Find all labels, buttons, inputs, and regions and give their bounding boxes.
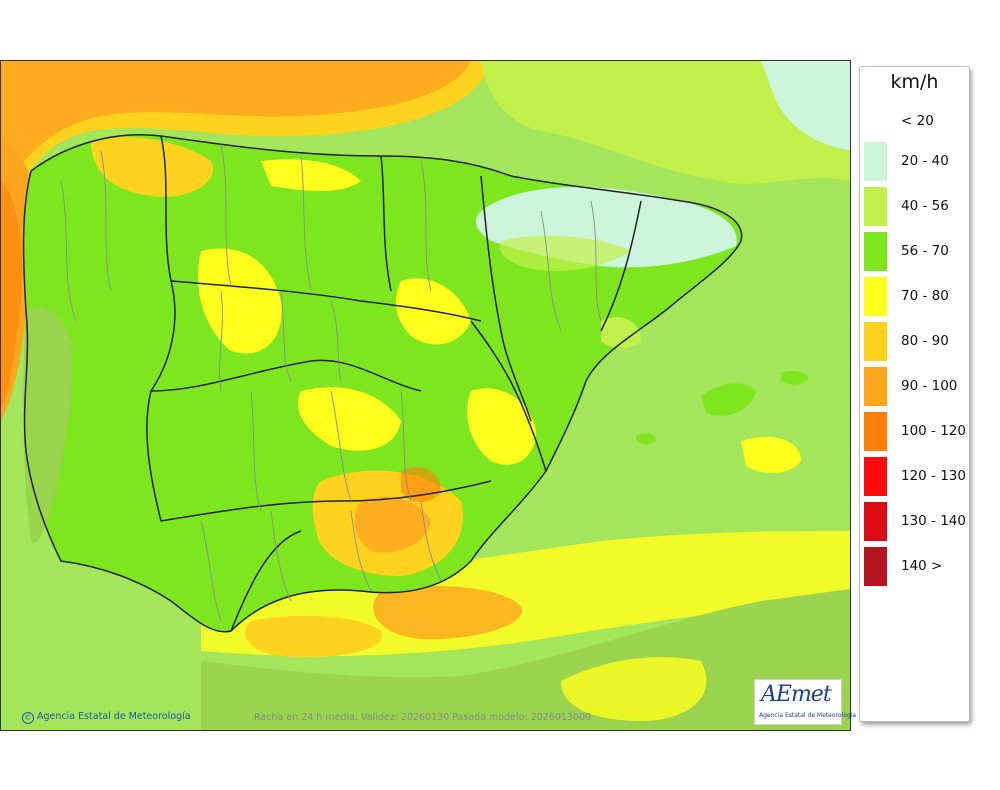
legend-label: 140 > — [901, 558, 943, 574]
legend-swatch — [864, 277, 887, 316]
legend-label: 20 - 40 — [901, 153, 949, 169]
legend-panel: km/h < 20 20 - 40 40 - 56 56 - 70 70 - 8… — [859, 66, 970, 722]
gust-map-canvas — [1, 61, 850, 730]
legend-swatch — [864, 547, 887, 586]
legend-label: 120 - 130 — [901, 468, 966, 484]
legend-label: 100 - 120 — [901, 423, 966, 439]
legend-row-56-70: 56 - 70 — [864, 230, 968, 271]
legend-row-20-40: 20 - 40 — [864, 140, 968, 181]
legend-label: < 20 — [901, 113, 934, 129]
legend-row-lt20: < 20 — [864, 100, 968, 140]
legend-swatch — [864, 457, 887, 496]
legend-label: 56 - 70 — [901, 243, 949, 259]
legend-swatch — [864, 142, 887, 181]
legend-label: 40 - 56 — [901, 198, 949, 214]
legend-title: km/h — [890, 71, 939, 93]
legend-label: 130 - 140 — [901, 513, 966, 529]
credit-text: Agencia Estatal de Meteorología — [37, 711, 191, 722]
legend-row-120-130: 120 - 130 — [864, 455, 968, 496]
legend-swatch — [864, 187, 887, 226]
legend-label: 80 - 90 — [901, 333, 949, 349]
legend-row-90-100: 90 - 100 — [864, 365, 968, 406]
legend-row-70-80: 70 - 80 — [864, 275, 968, 316]
legend-swatch — [864, 502, 887, 541]
legend-swatch — [864, 322, 887, 361]
validity-caption: Racha en 24 h media. Validez: 20260130 P… — [254, 712, 592, 723]
logo-subtitle: Agencia Estatal de Meteorología — [759, 712, 856, 719]
gust-map — [0, 60, 851, 731]
legend-swatch — [864, 412, 887, 451]
legend-label: 90 - 100 — [901, 378, 958, 394]
legend-label: 70 - 80 — [901, 288, 949, 304]
legend-row-130-140: 130 - 140 — [864, 500, 968, 541]
aemet-logo: AEmet Agencia Estatal de Meteorología — [754, 679, 856, 725]
legend-swatch — [864, 367, 887, 406]
legend-swatch — [864, 232, 887, 271]
copyright-credit: © Agencia Estatal de Meteorología — [22, 711, 191, 724]
copyright-icon: © — [22, 712, 34, 724]
legend-row-100-120: 100 - 120 — [864, 410, 968, 451]
logo-text: AEmet — [761, 682, 832, 707]
legend-row-gt140: 140 > — [864, 545, 968, 586]
legend-row-40-56: 40 - 56 — [864, 185, 968, 226]
legend-row-80-90: 80 - 90 — [864, 320, 968, 361]
